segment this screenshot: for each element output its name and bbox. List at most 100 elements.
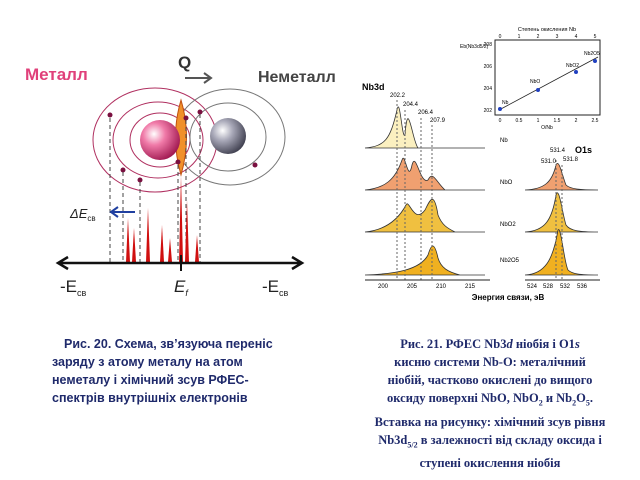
spectrum-labels: Nb NbO NbO2 Nb2O5 xyxy=(500,138,520,264)
peak-lines xyxy=(396,100,433,280)
arrow xyxy=(185,72,213,84)
right-caption: Рис. 21. РФЕС Nb3d ніобія і O1s кисню си… xyxy=(340,335,640,472)
electrons xyxy=(183,115,189,121)
text: f xyxy=(185,288,189,298)
tick-label: 536 xyxy=(577,284,588,290)
levels xyxy=(146,208,150,262)
caption-line: Рис. 20. Схема, зв’язуюча переніс xyxy=(64,337,273,351)
text: св xyxy=(87,214,95,223)
text: в залежності від складу оксида і xyxy=(417,432,602,447)
label: 202.2 xyxy=(390,93,406,99)
text: 5 xyxy=(585,398,590,408)
label: Eb(Nb3d5/2) xyxy=(460,44,489,50)
nb-spectra xyxy=(364,157,485,191)
electrons xyxy=(197,109,203,115)
electrons xyxy=(252,162,258,168)
text: Nb xyxy=(502,100,509,106)
tick-label: 210 xyxy=(436,284,447,290)
nb-spectra xyxy=(364,245,485,276)
caption-line: Nb3d5/2 в залежності від складу оксида і xyxy=(340,431,640,455)
text: ніобія і O1 xyxy=(512,337,575,351)
label: NbO2 xyxy=(500,222,516,228)
nb-spectra xyxy=(364,106,485,276)
tick-label: 532 xyxy=(560,284,571,290)
peak-labels: 202.2 204.4 206.4 207.9 xyxy=(390,93,446,124)
text: 5 xyxy=(594,34,597,40)
o-spectra xyxy=(524,163,599,276)
inset-points xyxy=(498,107,502,111)
text: и Nb xyxy=(542,391,573,405)
text: 1 xyxy=(518,34,521,40)
figures: Металл Q Неметалл ΔEсв -Eсв Ef -Eсв Nb3d… xyxy=(25,27,601,302)
text: 2 xyxy=(572,398,577,408)
caption-line: оксиду поверхні NbO, NbO2 и Nb2O5. xyxy=(340,389,640,413)
dashed-lines xyxy=(109,114,201,262)
label: Nb xyxy=(500,138,508,144)
label: -Eсв xyxy=(262,277,289,298)
arrow xyxy=(109,206,135,218)
label: Nb3d xyxy=(362,82,385,92)
inset-points xyxy=(498,59,597,111)
text: ступені окислення ніобія xyxy=(419,456,561,470)
label: Q xyxy=(178,53,191,72)
peak-labels: 531.4 531.0 531.8 xyxy=(541,148,579,165)
inset-points xyxy=(593,59,597,63)
metal-atom xyxy=(140,120,180,160)
caption-line: ніобій, частково окислені до вищого xyxy=(340,371,640,389)
text: 2 xyxy=(575,118,578,124)
caption-line: Вставка на рисунку: хімічний зсув рівня xyxy=(340,413,640,431)
text: 2 xyxy=(538,398,543,408)
levels xyxy=(195,235,199,262)
electrons xyxy=(107,112,113,118)
inset-points xyxy=(536,88,540,92)
label: 204.4 xyxy=(403,102,419,108)
nb-spectra xyxy=(364,106,485,149)
levels xyxy=(132,228,136,262)
ticks: 0 1 2 3 4 5 0 0.5 1 1.5 2 2.5 xyxy=(499,34,599,124)
inset: Степень окисления Nb 0 1 2 3 4 5 0 0.5 1 1.5 2 2.5… xyxy=(460,27,601,131)
electrons xyxy=(120,167,126,173)
text: Вставка на рисунку: хімічний зсув рівня xyxy=(374,414,606,429)
text: кисню системи Nb-O: металічний xyxy=(394,355,586,369)
text: оксиду поверхні NbO, NbO xyxy=(387,391,539,405)
text: 206 xyxy=(484,64,493,70)
inset-points xyxy=(574,70,578,74)
text: Nb2O5 xyxy=(584,51,600,57)
text: . xyxy=(589,391,593,405)
text: св xyxy=(77,288,87,298)
text: ΔE xyxy=(69,206,88,221)
text: 0.5 xyxy=(516,118,523,124)
electrons xyxy=(175,159,181,165)
text: Рис. 21. РФЕС Nb3 xyxy=(400,337,507,351)
levels xyxy=(168,238,172,262)
fit-line xyxy=(498,56,599,111)
text: NbO2 xyxy=(566,63,579,69)
left-caption: Рис. 20. Схема, зв’язуюча переніс заряду… xyxy=(52,335,312,407)
label: Степень окисления Nb xyxy=(518,27,576,33)
text: O xyxy=(576,391,586,405)
text: св xyxy=(279,288,289,298)
text: 3 xyxy=(556,34,559,40)
text: 2 xyxy=(537,34,540,40)
label: O1s xyxy=(575,145,592,155)
text: 208 xyxy=(484,42,493,48)
point-labels: Nb NbO NbO2 Nb2O5 xyxy=(502,51,600,106)
left-figure: Металл Q Неметалл ΔEсв -Eсв Ef -Eсв xyxy=(25,53,336,298)
text: 204 xyxy=(484,86,493,92)
electrons xyxy=(137,177,143,183)
text: s xyxy=(574,337,580,351)
text: -E xyxy=(60,277,77,296)
o-spectra xyxy=(524,163,599,191)
text: 5/2 xyxy=(407,440,418,449)
text: 2.5 xyxy=(592,118,599,124)
caption-line: ступені окислення ніобія xyxy=(340,454,640,472)
o-spectra xyxy=(524,229,599,276)
levels xyxy=(160,225,164,262)
label: Неметалл xyxy=(258,69,336,86)
tick-label: 528 xyxy=(543,284,554,290)
caption-line: кисню системи Nb-O: металічний xyxy=(340,353,640,371)
caption-line: спектрів внутрішніх електронів xyxy=(52,391,248,405)
text: 4 xyxy=(575,34,578,40)
right-figure: Nb3d O1s 202.2 204.4 206.4 207.9 Nb NbO … xyxy=(362,27,601,302)
